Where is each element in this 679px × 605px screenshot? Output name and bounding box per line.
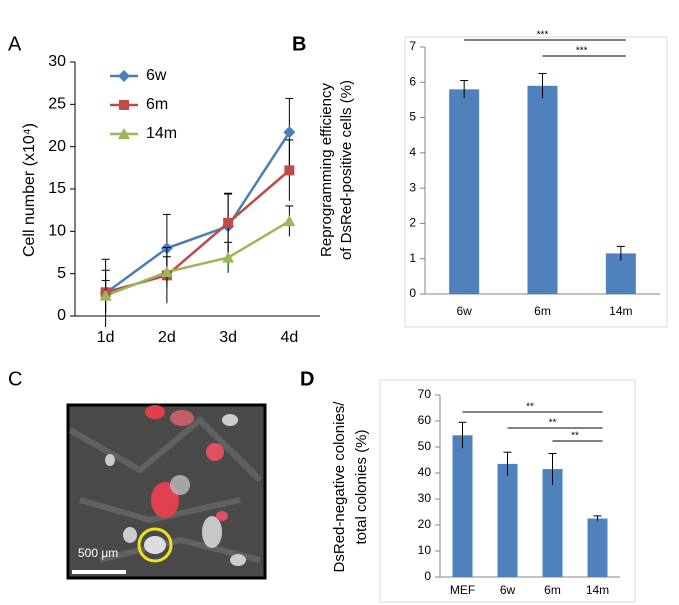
legend-marker bbox=[118, 70, 130, 82]
y-tick-label: 3 bbox=[409, 180, 416, 194]
significance-label: ** bbox=[571, 431, 579, 442]
bar bbox=[527, 85, 558, 294]
bar bbox=[449, 89, 480, 294]
y-tick-label: 10 bbox=[48, 223, 66, 240]
chart-frame bbox=[404, 36, 668, 328]
x-tick-label: 4d bbox=[280, 329, 298, 346]
micrograph bbox=[66, 403, 267, 580]
y-tick-label: 10 bbox=[418, 543, 432, 557]
y-tick-label: 0 bbox=[57, 307, 66, 324]
x-tick-label: 6m bbox=[544, 583, 561, 597]
panel-label: B bbox=[292, 33, 306, 55]
x-tick-label: 14m bbox=[586, 583, 609, 597]
y-tick-label: 70 bbox=[418, 387, 432, 401]
y-tick-label: 60 bbox=[418, 413, 432, 427]
y-tick-label: 7 bbox=[409, 39, 416, 53]
series-line bbox=[105, 220, 291, 297]
panel-label: A bbox=[8, 33, 22, 55]
x-tick-label: 6m bbox=[534, 304, 551, 318]
marker bbox=[99, 289, 112, 301]
x-tick-label: MEF bbox=[450, 583, 475, 597]
panel-label: C bbox=[8, 368, 22, 390]
marker bbox=[283, 126, 296, 139]
chart-frame bbox=[379, 379, 636, 603]
y-tick-label: 6 bbox=[409, 74, 416, 88]
marker bbox=[223, 217, 234, 228]
y-tick-label: 5 bbox=[409, 110, 416, 124]
x-tick-label: 6w bbox=[456, 304, 472, 318]
panel-label: D bbox=[300, 368, 314, 390]
x-tick-label: 3d bbox=[219, 329, 237, 346]
bar bbox=[497, 463, 518, 577]
bar bbox=[452, 435, 473, 577]
y-tick-label: 20 bbox=[48, 138, 66, 155]
series-line bbox=[104, 131, 291, 295]
y-axis-label: total colonies (%) bbox=[353, 429, 370, 544]
significance-label: ** bbox=[526, 402, 534, 413]
legend-label: 6w bbox=[146, 67, 167, 84]
y-tick-label: 30 bbox=[418, 491, 432, 505]
y-tick-label: 0 bbox=[409, 286, 416, 300]
y-tick-label: 30 bbox=[48, 53, 66, 70]
y-tick-label: 20 bbox=[418, 517, 432, 531]
legend-marker bbox=[118, 128, 130, 139]
bar bbox=[587, 518, 608, 577]
y-tick-label: 15 bbox=[48, 180, 66, 197]
x-tick-label: 2d bbox=[158, 329, 176, 346]
y-tick-label: 40 bbox=[418, 465, 432, 479]
significance-label: *** bbox=[537, 30, 549, 41]
y-tick-label: 50 bbox=[418, 439, 432, 453]
bar bbox=[542, 469, 563, 577]
y-tick-label: 0 bbox=[424, 569, 431, 583]
significance-label: *** bbox=[576, 46, 588, 57]
legend-label: 6m bbox=[146, 96, 168, 113]
scale-bar-label: 500 μm bbox=[78, 546, 118, 560]
y-tick-label: 4 bbox=[409, 145, 416, 159]
legend-marker bbox=[119, 100, 129, 110]
y-axis-label: of DsRed-positive cells (%) bbox=[338, 80, 355, 260]
y-axis-label: Cell number (x10⁴) bbox=[21, 123, 38, 257]
y-tick-label: 1 bbox=[409, 251, 416, 265]
marker bbox=[284, 165, 295, 176]
x-tick-label: 1d bbox=[97, 329, 115, 346]
significance-label: ** bbox=[549, 418, 557, 429]
x-tick-label: 6w bbox=[500, 583, 516, 597]
y-tick-label: 5 bbox=[57, 265, 66, 282]
y-axis-label: Reprogramming efficiency bbox=[318, 83, 335, 257]
x-tick-label: 14m bbox=[609, 304, 632, 318]
y-tick-label: 2 bbox=[409, 216, 416, 230]
legend-label: 14m bbox=[146, 125, 177, 142]
marker bbox=[160, 265, 173, 277]
marker bbox=[283, 215, 296, 227]
marker bbox=[222, 251, 235, 263]
y-axis-label: DsRed-negative colonies/ bbox=[331, 401, 348, 573]
y-tick-label: 25 bbox=[48, 96, 66, 113]
